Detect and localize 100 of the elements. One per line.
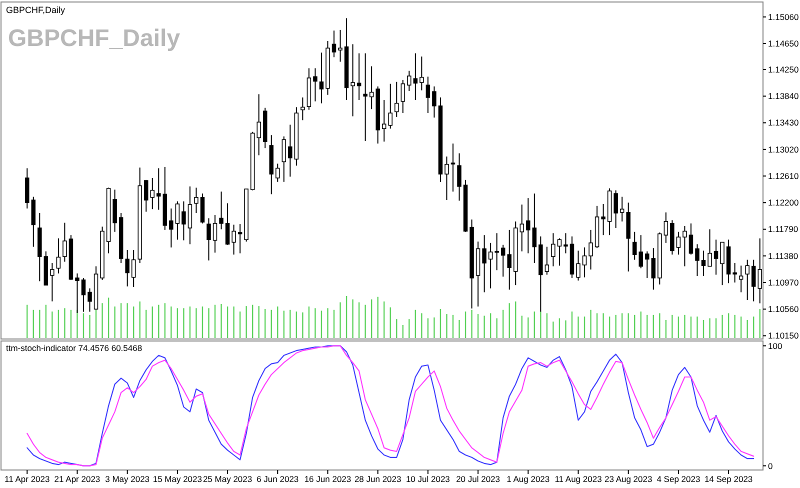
candlestick [494,232,499,271]
candlestick [188,186,192,245]
x-tick-label: 14 Sep 2023 [704,474,753,484]
candlestick [526,198,530,254]
annotation: GBPCHF_Daily [8,25,181,52]
candlestick [664,212,668,244]
candlestick [62,222,67,262]
x-tick-label: 21 Apr 2023 [54,474,100,484]
y-tick-label: 1.15060 [768,12,799,22]
candlestick [714,239,718,276]
candlestick [695,244,700,277]
candlestick [688,222,694,256]
candlestick [319,52,324,104]
candlestick [256,94,261,156]
candlestick [701,250,706,277]
x-tick-label: 10 Jul 2023 [406,474,450,484]
candlestick [551,232,556,267]
candlestick [738,265,744,293]
candlestick [482,234,486,293]
y-tick-label: 100 [768,340,782,351]
x-tick-label: 23 Aug 2023 [604,474,652,484]
candlestick [338,29,342,62]
y-tick-label: 1.14650 [768,38,799,49]
candlestick [313,68,318,102]
candlestick [444,156,449,201]
candlestick [388,83,392,130]
candlestick [520,204,524,252]
candlestick [112,189,117,232]
x-tick-label: 11 Aug 2023 [554,474,602,484]
candlestick [426,76,430,114]
candlestick [413,52,418,101]
candlestick [212,214,218,254]
y-tick-label: 1.13020 [768,144,799,154]
candlestick [81,277,86,312]
y-tick-label: 1.12200 [768,198,799,208]
candlestick [276,163,280,182]
candlestick [420,56,424,91]
candlestick [332,30,336,58]
y-tick-label: 1.12610 [768,170,799,181]
candlestick [150,177,155,210]
y-tick-label: 1.11380 [768,250,798,261]
candlestick [206,218,211,261]
y-tick-label: 1.13840 [768,91,799,102]
candlestick [564,232,568,254]
candlestick [382,100,386,142]
x-tick-label: 11 Apr 2023 [4,474,50,484]
x-tick-label: 15 May 2023 [152,474,202,484]
candlestick [614,190,618,228]
candlestick [507,229,512,290]
x-tick-label: 4 Sep 2023 [656,474,700,484]
candlestick [282,136,286,182]
candlestick [144,179,148,212]
x-tick-label: 20 Jul 2023 [456,474,500,484]
candlestick [394,81,399,118]
y-tick-label: 1.14250 [768,64,799,75]
candlestick [175,200,180,240]
candlestick [182,200,186,241]
y-tick-label: 1.13430 [768,118,799,128]
candlestick [350,44,355,117]
candlestick [557,238,562,266]
chart-title: ttm-stoch-indicator 74.4576 60.5468 [6,343,142,353]
x-tick-label: 3 May 2023 [105,474,150,484]
candlestick [576,250,580,282]
candlestick [544,246,550,276]
candlestick [601,203,606,236]
candlestick [620,196,624,222]
candlestick [751,259,756,302]
candlestick [225,202,230,246]
candlestick [369,66,374,110]
candlestick [582,246,587,278]
candlestick [488,242,493,289]
y-tick-label: 1.11790 [768,224,798,234]
candlestick [232,224,236,256]
candlestick [708,228,712,267]
candlestick [194,187,198,214]
candlestick [400,79,406,114]
y-tick-label: 0 [768,460,773,471]
candlestick [500,244,506,278]
candlestick [457,152,462,202]
y-tick-label: 1.10150 [768,330,799,341]
candlestick [450,143,456,192]
candlestick [651,248,656,290]
candlestick [125,250,130,287]
x-tick-label: 16 Jun 2023 [304,474,352,484]
x-tick-label: 25 May 2023 [202,474,252,484]
candlestick [720,242,724,286]
candlestick [632,231,637,260]
candlestick [88,288,92,312]
candlestick [432,86,436,118]
candlestick [131,250,136,288]
candlestick [238,224,242,254]
candlestick [532,193,537,264]
candlestick [56,238,61,274]
candlestick [219,191,224,230]
candlestick [645,250,650,278]
x-tick-label: 28 Jun 2023 [354,474,402,484]
candlestick [288,124,292,178]
candlestick [169,208,174,248]
candlestick [363,52,368,142]
x-tick-label: 6 Jun 2023 [256,474,299,484]
